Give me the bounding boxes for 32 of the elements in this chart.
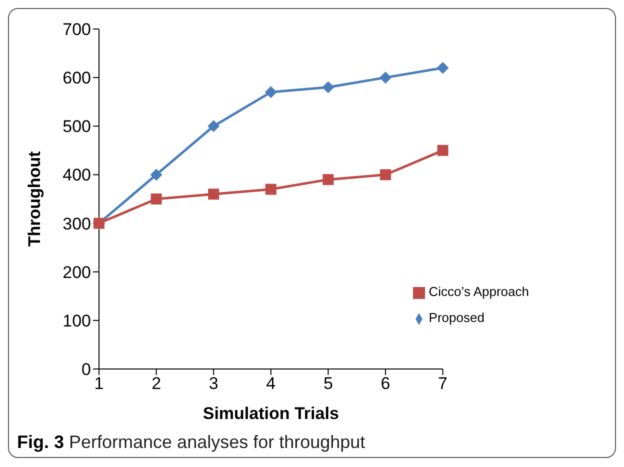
x-tick-label: 1: [94, 374, 104, 394]
point: [436, 62, 449, 74]
x-tick-label: 7: [438, 374, 448, 394]
point: [208, 188, 220, 200]
x-tick-label: 2: [152, 374, 162, 394]
point: [380, 169, 391, 180]
y-tick-label: 500: [62, 117, 91, 136]
y-axis-title: Throughout: [25, 150, 44, 247]
x-tick-label: 4: [266, 374, 276, 394]
point: [264, 86, 277, 98]
legend-label: Cicco’s Approach: [428, 284, 529, 299]
y-tick-label: 700: [62, 20, 91, 40]
y-tick-label: 200: [62, 262, 91, 282]
point: [208, 120, 220, 132]
point: [379, 72, 392, 84]
x-tick-label: 5: [323, 374, 333, 394]
point: [150, 168, 162, 181]
caption: Fig. 3 Performance analyses for throughput: [17, 432, 366, 453]
point: [150, 194, 162, 204]
x-tick-label: 3: [208, 374, 218, 394]
point: [437, 144, 448, 156]
point: [322, 81, 334, 94]
y-tick-label: 600: [62, 68, 91, 88]
y-tick-label: 0: [82, 360, 91, 380]
point: [322, 174, 334, 186]
y-tick-label: 400: [62, 166, 91, 185]
point: [265, 184, 276, 195]
x-axis-title: Simulation Trials: [202, 404, 339, 423]
x-tick-label: 6: [380, 374, 390, 394]
y-tick-label: 100: [62, 311, 91, 330]
legend-label: Proposed: [428, 310, 484, 325]
y-tick-label: 300: [62, 214, 91, 234]
